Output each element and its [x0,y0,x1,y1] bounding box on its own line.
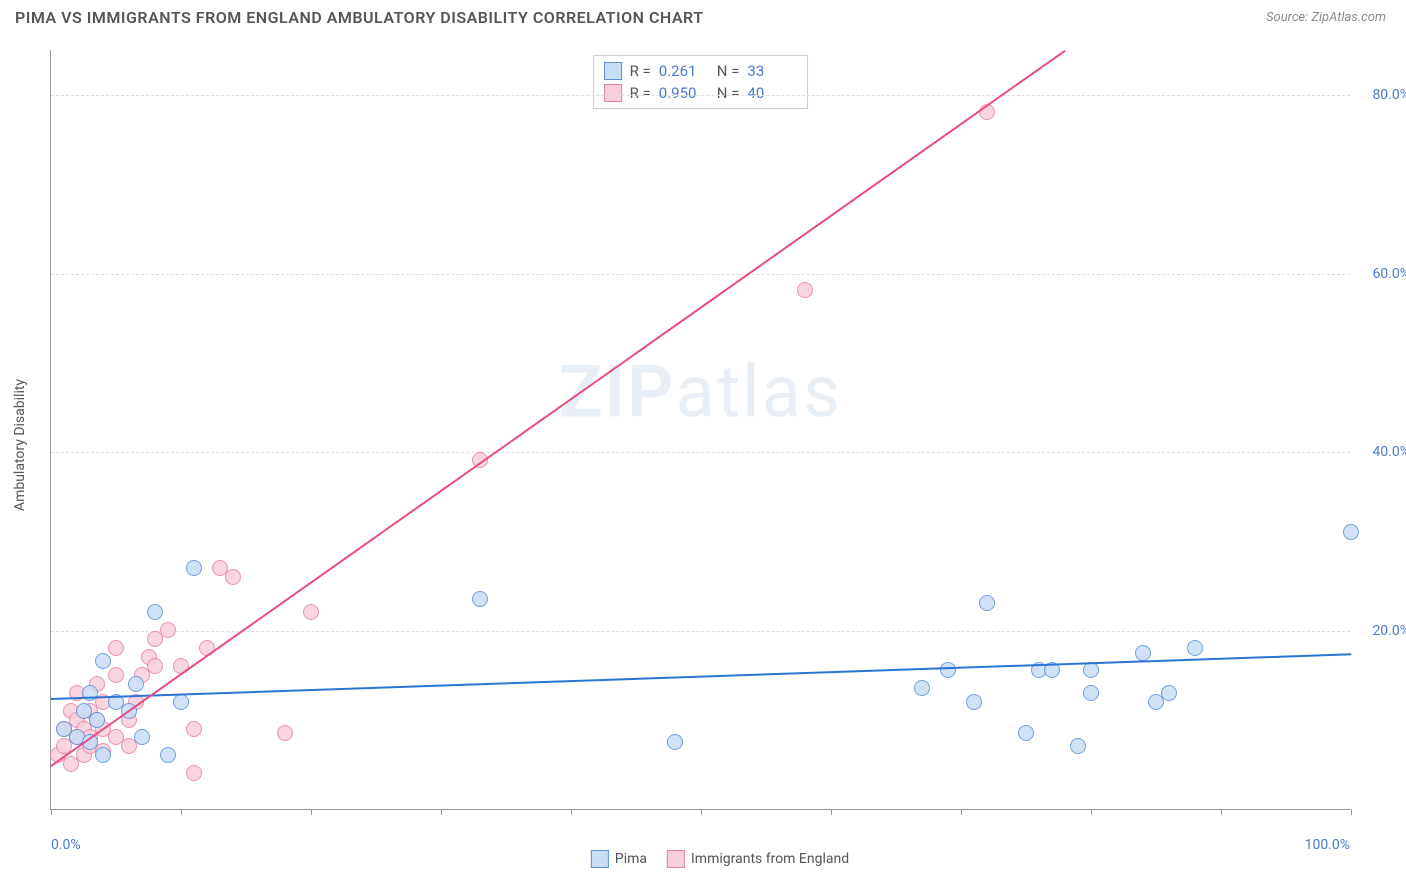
swatch-england-icon [604,84,622,102]
scatter-point-pima [472,591,488,607]
scatter-point-england [147,658,163,674]
R-label: R = [630,62,651,80]
scatter-point-pima [173,694,189,710]
scatter-point-pima [128,676,144,692]
source-attribution: Source: ZipAtlas.com [1266,10,1386,25]
chart-title: PIMA VS IMMIGRANTS FROM ENGLAND AMBULATO… [15,8,704,27]
gridline [51,452,1350,453]
scatter-point-pima [1070,738,1086,754]
trend-line [50,50,1065,767]
legend-item-pima: Pima [591,850,647,868]
x-tick [831,809,832,815]
scatter-point-pima [160,747,176,763]
scatter-point-pima [979,595,995,611]
swatch-england-icon [667,850,685,868]
x-tick [1091,809,1092,815]
x-tick [51,809,52,815]
scatter-point-pima [134,729,150,745]
legend-label-pima: Pima [615,851,647,867]
y-tick-label: 60.0% [1372,266,1406,282]
y-tick-label: 20.0% [1372,623,1406,639]
x-tick [701,809,702,815]
scatter-point-pima [95,747,111,763]
gridline [51,274,1350,275]
watermark: ZIPatlas [559,349,842,434]
scatter-point-pima [940,662,956,678]
england-N-value: 40 [747,84,797,102]
stats-row-pima: R = 0.261 N = 33 [604,60,798,82]
stats-legend-box: R = 0.261 N = 33 R = 0.950 N = 40 [593,55,809,109]
scatter-point-pima [95,653,111,669]
plot-area: ZIPatlas R = 0.261 N = 33 R = 0.950 N = … [50,50,1350,810]
x-tick [441,809,442,815]
x-tick [1351,809,1352,815]
y-tick-label: 80.0% [1372,87,1406,103]
england-R-value: 0.950 [659,84,709,102]
scatter-point-england [277,725,293,741]
stats-row-england: R = 0.950 N = 40 [604,82,798,104]
pima-N-value: 33 [747,62,797,80]
scatter-point-pima [1187,640,1203,656]
scatter-point-pima [667,734,683,750]
scatter-point-england [108,640,124,656]
gridline [51,95,1350,96]
scatter-point-pima [1083,685,1099,701]
scatter-point-pima [1161,685,1177,701]
y-tick-label: 40.0% [1372,444,1406,460]
scatter-point-pima [1083,662,1099,678]
scatter-point-england [186,721,202,737]
x-tick [1221,809,1222,815]
pima-R-value: 0.261 [659,62,709,80]
scatter-point-pima [89,712,105,728]
scatter-point-pima [966,694,982,710]
scatter-point-pima [186,560,202,576]
swatch-pima-icon [591,850,609,868]
scatter-point-pima [147,604,163,620]
scatter-point-pima [1018,725,1034,741]
scatter-point-pima [1343,524,1359,540]
N-label: N = [717,62,740,80]
scatter-point-england [160,622,176,638]
N-label: N = [717,84,740,102]
scatter-point-england [303,604,319,620]
bottom-legend: Pima Immigrants from England [591,850,849,868]
R-label: R = [630,84,651,102]
scatter-point-england [225,569,241,585]
scatter-point-pima [1135,645,1151,661]
scatter-point-england [186,765,202,781]
x-tick [961,809,962,815]
legend-item-england: Immigrants from England [667,850,849,868]
x-tick-label: 0.0% [51,837,81,853]
scatter-point-england [108,667,124,683]
x-tick [571,809,572,815]
gridline [51,631,1350,632]
swatch-pima-icon [604,62,622,80]
x-tick [311,809,312,815]
legend-label-england: Immigrants from England [691,851,849,867]
y-axis-label: Ambulatory Disability [12,379,28,511]
x-tick [181,809,182,815]
scatter-point-pima [914,680,930,696]
chart-container: Ambulatory Disability ZIPatlas R = 0.261… [50,50,1390,840]
scatter-point-england [797,282,813,298]
x-tick-label: 100.0% [1305,837,1350,853]
